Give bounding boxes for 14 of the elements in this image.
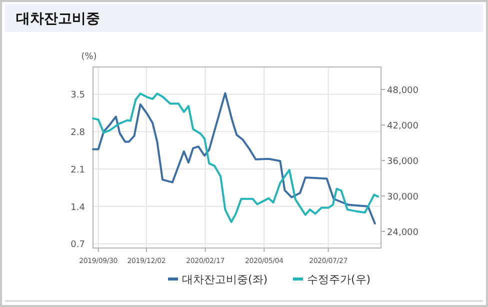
y2-tick-label: 30,000 [387, 192, 419, 202]
y2-tick-label: 24,000 [387, 228, 419, 238]
legend-label: 수정주가(우) [307, 273, 371, 286]
y-tick-label: 2.8 [70, 128, 86, 138]
y-tick-label: 1.4 [70, 202, 86, 213]
y-tick-label: 2.1 [70, 165, 85, 176]
y2-tick-label: 36,000 [387, 156, 419, 167]
legend-label: 대차잔고비중(좌) [182, 273, 268, 286]
y2-tick-label: 48,000 [387, 86, 419, 96]
y-axis-title: (%) [81, 52, 97, 62]
y-tick-label: 3.5 [70, 90, 85, 101]
chart-title: 대차잔고비중 [16, 11, 100, 27]
y2-tick-label: 42,000 [387, 121, 419, 132]
y-tick-label: 0.7 [70, 240, 85, 250]
